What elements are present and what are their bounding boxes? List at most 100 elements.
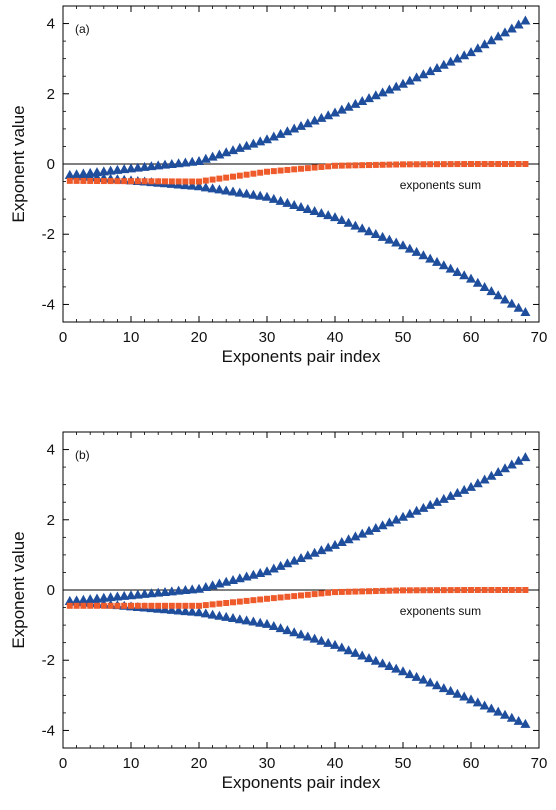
panel-label: (a) [75,22,90,36]
triangle-marker [500,709,510,719]
x-tick-label: 10 [123,755,140,772]
triangle-marker [425,66,436,76]
square-marker [372,588,379,595]
triangle-marker [323,637,334,647]
triangle-marker [309,206,320,216]
panel-b: 0 10 20 30 40 50 60 70 -4 -2 0 2 4 Exponents pair ind… [9,431,547,792]
triangle-marker [330,539,340,549]
square-marker [230,599,236,606]
square-marker [427,587,434,594]
triangle-marker [445,263,456,273]
square-marker [325,589,332,596]
triangle-marker [377,520,388,530]
triangle-marker [214,184,225,194]
square-marker [393,161,400,168]
square-marker [284,593,291,600]
triangle-marker [255,617,266,627]
square-marker [128,602,134,609]
triangle-marker [357,528,368,538]
triangle-marker [404,75,415,85]
triangle-marker [418,502,429,512]
square-marker [250,597,257,604]
triangle-marker [425,253,436,263]
triangle-marker [343,217,354,227]
triangle-marker [234,187,245,197]
x-tick-label: 40 [327,755,344,772]
square-marker [474,587,481,593]
square-marker [66,602,73,609]
square-marker [427,161,434,168]
triangle-marker [364,653,374,663]
triangle-marker [486,35,497,45]
triangle-marker [479,700,490,710]
square-marker [257,596,264,603]
triangle-marker [98,166,109,176]
square-marker [155,602,162,609]
triangle-marker [262,191,272,201]
triangle-marker [166,158,177,168]
triangle-marker [275,560,286,570]
square-marker [502,161,508,167]
triangle-marker [248,189,259,199]
triangle-marker [459,270,470,280]
square-marker [284,166,291,173]
triangle-marker [268,620,279,630]
square-marker [277,167,284,174]
x-tick-label: 20 [191,329,208,346]
triangle-marker [92,593,102,603]
square-marker [400,587,406,594]
square-marker [250,170,257,177]
square-marker [223,174,230,181]
square-marker [379,587,386,594]
triangle-marker [425,677,436,687]
square-marker [257,169,264,176]
triangle-marker [228,186,238,196]
triangle-marker [370,523,381,533]
triangle-marker [520,15,531,25]
y-tick-label: 0 [47,582,55,599]
triangle-marker [262,566,272,576]
square-marker [155,178,162,185]
square-marker [270,595,277,602]
square-marker [304,165,311,172]
triangle-marker [289,555,300,565]
y-tick-label: -2 [42,226,55,243]
triangle-marker [268,131,279,141]
triangle-marker [146,161,157,171]
triangle-marker [160,586,170,596]
square-marker [100,178,107,185]
triangle-marker [282,558,293,568]
triangle-marker [296,120,306,130]
triangle-marker [432,256,442,266]
x-axis-title: Exponents pair index [222,773,381,792]
square-marker [454,587,461,594]
square-marker [141,602,148,609]
triangle-marker [330,107,340,117]
triangle-marker [479,39,490,49]
triangle-marker [132,162,143,172]
triangle-marker [316,208,327,218]
triangle-marker [268,563,279,573]
triangle-marker [513,715,524,725]
triangle-marker [479,474,490,484]
triangle-marker [452,266,463,276]
triangle-marker [194,181,204,191]
square-marker [80,602,87,609]
triangle-marker [486,470,497,480]
triangle-marker [105,592,116,602]
square-marker [162,178,168,185]
square-marker [345,588,352,595]
x-tick-label: 10 [123,329,140,346]
triangle-marker [500,27,510,37]
triangle-marker [316,545,327,555]
triangle-marker [262,618,272,628]
square-marker [338,162,345,169]
square-marker [162,602,168,609]
triangle-marker [316,112,327,122]
triangle-marker [404,508,415,518]
triangle-marker [391,663,402,673]
square-marker [420,161,427,168]
triangle-marker [438,59,449,69]
triangle-marker [493,706,504,716]
triangle-marker [411,72,422,82]
